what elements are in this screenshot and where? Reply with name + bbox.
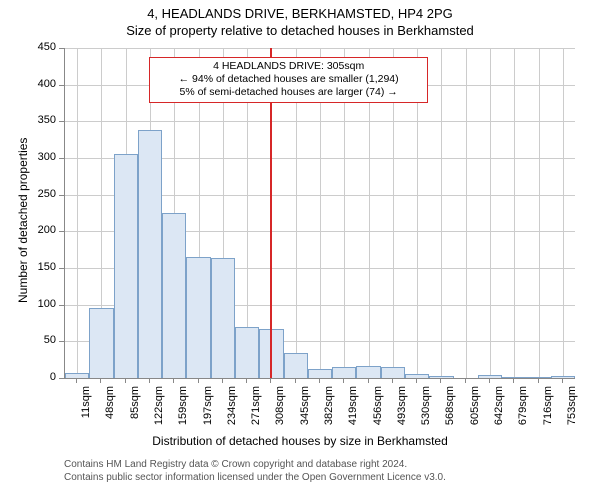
y-tick-label: 300 <box>26 151 56 163</box>
x-tick <box>100 378 101 383</box>
histogram-bar <box>89 308 113 378</box>
x-tick <box>125 378 126 383</box>
chart-title-line2: Size of property relative to detached ho… <box>0 23 600 38</box>
x-tick-label: 716sqm <box>542 386 554 436</box>
chart-title-block: 4, HEADLANDS DRIVE, BERKHAMSTED, HP4 2PG… <box>0 0 600 38</box>
histogram-bar <box>114 154 138 378</box>
x-tick <box>392 378 393 383</box>
x-tick-label: 85sqm <box>129 386 141 436</box>
y-tick <box>59 121 64 122</box>
histogram-bar <box>211 258 235 378</box>
histogram-bar <box>162 213 186 378</box>
x-tick-label: 234sqm <box>226 386 238 436</box>
x-tick <box>465 378 466 383</box>
histogram-bar <box>526 377 550 378</box>
x-gridline <box>563 48 564 378</box>
y-tick-label: 200 <box>26 224 56 236</box>
x-tick <box>246 378 247 383</box>
x-tick <box>440 378 441 383</box>
x-tick <box>562 378 563 383</box>
x-tick <box>149 378 150 383</box>
x-tick <box>416 378 417 383</box>
annotation-line: 4 HEADLANDS DRIVE: 305sqm <box>156 60 421 73</box>
annotation-line: ← 94% of detached houses are smaller (1,… <box>156 73 421 86</box>
y-tick <box>59 158 64 159</box>
histogram-bar <box>502 377 526 378</box>
y-tick <box>59 341 64 342</box>
x-tick-label: 345sqm <box>299 386 311 436</box>
histogram-bar <box>284 353 308 378</box>
x-tick-label: 382sqm <box>323 386 335 436</box>
x-gridline <box>514 48 515 378</box>
y-tick <box>59 378 64 379</box>
x-tick <box>198 378 199 383</box>
x-tick-label: 159sqm <box>177 386 189 436</box>
histogram-bar <box>429 376 453 378</box>
x-tick-label: 456sqm <box>372 386 384 436</box>
x-tick <box>319 378 320 383</box>
histogram-bar <box>551 376 575 378</box>
x-tick <box>368 378 369 383</box>
x-gridline <box>539 48 540 378</box>
y-tick <box>59 305 64 306</box>
histogram-bar <box>138 130 162 378</box>
x-gridline <box>466 48 467 378</box>
y-tick <box>59 231 64 232</box>
x-tick <box>270 378 271 383</box>
y-tick-label: 0 <box>26 371 56 383</box>
footer-line1: Contains HM Land Registry data © Crown c… <box>64 458 446 471</box>
histogram-bar <box>405 374 429 378</box>
x-tick <box>222 378 223 383</box>
x-gridline <box>441 48 442 378</box>
x-tick <box>513 378 514 383</box>
chart-title-line1: 4, HEADLANDS DRIVE, BERKHAMSTED, HP4 2PG <box>0 6 600 21</box>
histogram-bar <box>308 369 332 378</box>
x-tick-label: 568sqm <box>444 386 456 436</box>
x-tick-label: 48sqm <box>104 386 116 436</box>
histogram-bar <box>65 373 89 378</box>
x-tick-label: 753sqm <box>566 386 578 436</box>
y-tick-label: 100 <box>26 298 56 310</box>
x-tick-label: 530sqm <box>420 386 432 436</box>
x-tick <box>538 378 539 383</box>
histogram-bar <box>356 366 380 378</box>
y-tick-label: 150 <box>26 261 56 273</box>
x-tick-label: 197sqm <box>202 386 214 436</box>
y-tick <box>59 48 64 49</box>
x-tick <box>343 378 344 383</box>
footer-line2: Contains public sector information licen… <box>64 471 446 484</box>
plot-area: 4 HEADLANDS DRIVE: 305sqm← 94% of detach… <box>64 48 575 379</box>
x-axis-label: Distribution of detached houses by size … <box>0 434 600 448</box>
x-tick-label: 271sqm <box>250 386 262 436</box>
x-tick-label: 493sqm <box>396 386 408 436</box>
y-tick <box>59 85 64 86</box>
y-tick-label: 450 <box>26 41 56 53</box>
x-tick-label: 419sqm <box>347 386 359 436</box>
x-tick-label: 605sqm <box>469 386 481 436</box>
histogram-bar <box>186 257 210 378</box>
x-tick-label: 642sqm <box>493 386 505 436</box>
annotation-line: 5% of semi-detached houses are larger (7… <box>156 86 421 99</box>
x-gridline <box>77 48 78 378</box>
x-tick-label: 679sqm <box>517 386 529 436</box>
histogram-bar <box>332 367 356 378</box>
annotation-box: 4 HEADLANDS DRIVE: 305sqm← 94% of detach… <box>149 57 428 102</box>
x-gridline <box>490 48 491 378</box>
x-tick <box>76 378 77 383</box>
x-tick <box>295 378 296 383</box>
x-tick-label: 308sqm <box>274 386 286 436</box>
y-tick <box>59 195 64 196</box>
y-tick-label: 350 <box>26 114 56 126</box>
y-tick-label: 400 <box>26 78 56 90</box>
footer-attribution: Contains HM Land Registry data © Crown c… <box>64 458 446 484</box>
x-tick <box>173 378 174 383</box>
x-tick-label: 122sqm <box>153 386 165 436</box>
y-tick-label: 250 <box>26 188 56 200</box>
histogram-bar <box>235 327 259 378</box>
x-tick-label: 11sqm <box>80 386 92 436</box>
histogram-bar <box>381 367 405 378</box>
y-tick <box>59 268 64 269</box>
y-tick-label: 50 <box>26 334 56 346</box>
x-tick <box>489 378 490 383</box>
